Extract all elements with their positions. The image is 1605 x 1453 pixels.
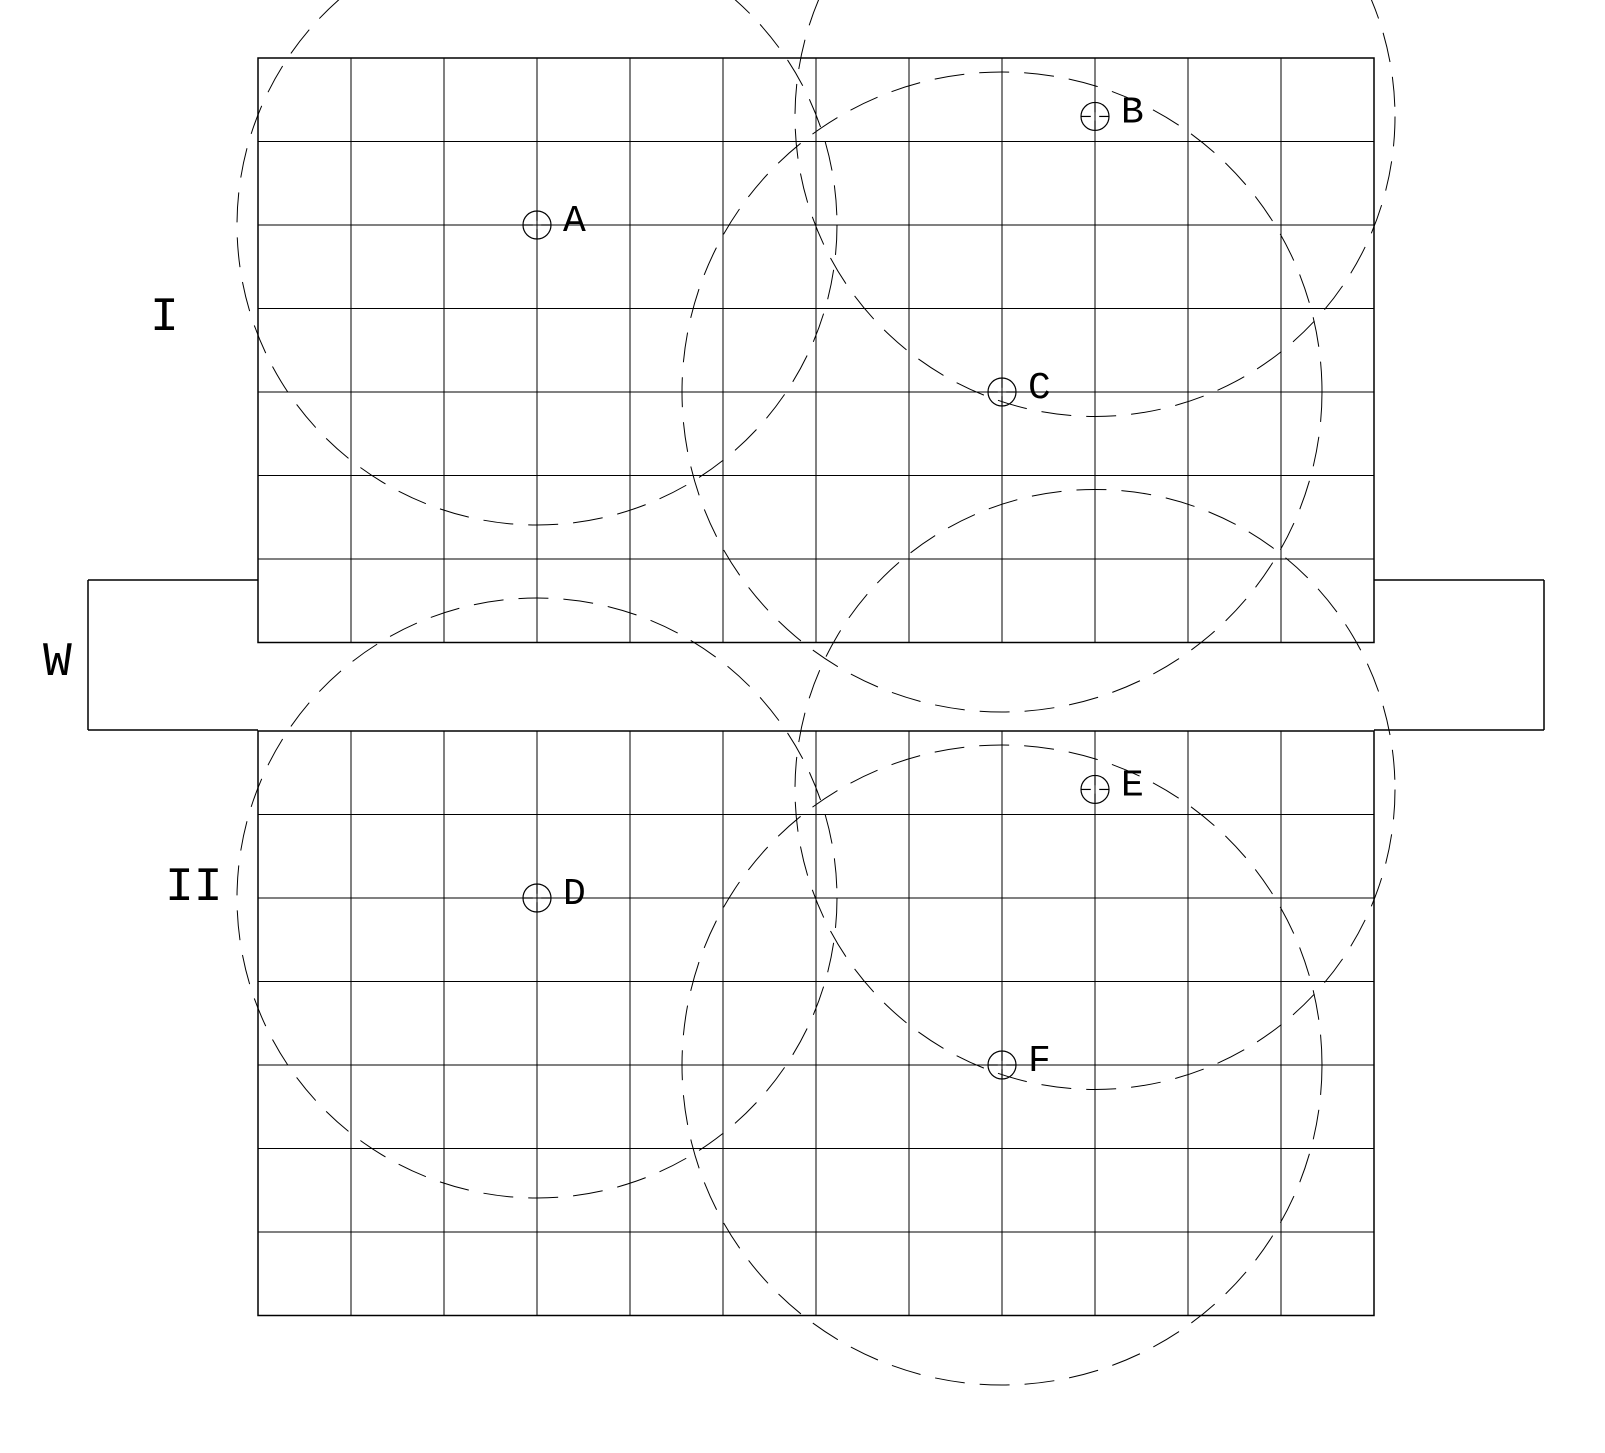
point-label-C: C [1028, 367, 1051, 410]
w-label: W [43, 636, 72, 690]
left-side-box [88, 580, 258, 730]
point-label-B: B [1121, 91, 1144, 134]
point-label-F: F [1028, 1040, 1051, 1083]
point-label-E: E [1121, 764, 1144, 807]
point-label-D: D [563, 873, 586, 916]
point-label-A: A [563, 200, 586, 243]
right-side-box [1374, 580, 1544, 730]
region-2-label: II [165, 861, 223, 915]
region-1-label: I [150, 291, 179, 345]
diagram-canvas: ABCDEFIIIW [0, 0, 1605, 1453]
